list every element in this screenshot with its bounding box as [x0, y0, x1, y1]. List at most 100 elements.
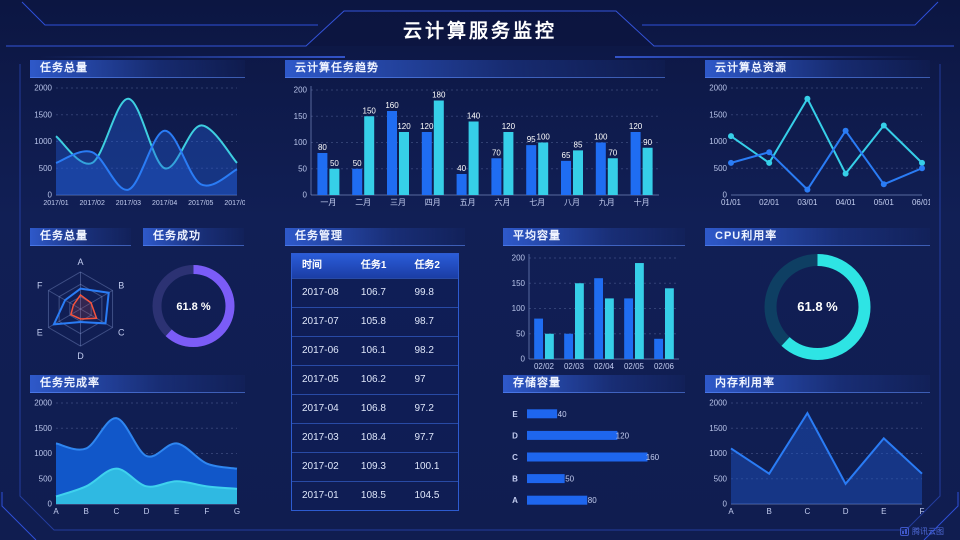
svg-text:05/01: 05/01 — [874, 198, 895, 207]
page-title: 云计算服务监控 — [402, 21, 557, 42]
memory-usage-chart: 0 500 1000 1500 2000 A B C D E F — [709, 399, 924, 517]
table-cell: 98.7 — [414, 316, 434, 327]
svg-text:80: 80 — [318, 143, 327, 152]
table-cell: 97.7 — [414, 432, 434, 443]
svg-text:95: 95 — [527, 135, 536, 144]
table-cell: 2017-01 — [302, 490, 339, 501]
svg-text:1500: 1500 — [34, 110, 52, 119]
svg-text:五月: 五月 — [460, 198, 476, 207]
svg-text:2000: 2000 — [34, 399, 52, 408]
table-row: 2017-06 106.1 98.2 — [292, 336, 458, 365]
svg-text:61.8 %: 61.8 % — [176, 301, 210, 313]
table-header-row: 时间 任务1 任务2 — [292, 254, 458, 278]
table-cell: 2017-04 — [302, 403, 339, 414]
task-total-area-chart: 0 500 1000 1500 2000 2017/01 2017/02 2017/03 201… — [34, 84, 245, 208]
panel-task-management: 任务管理 时间 任务1 任务2 2017-08 106.7 99.8 2017-07 105.… — [285, 228, 465, 511]
svg-text:2000: 2000 — [34, 84, 52, 93]
panel-task-total-radar: 任务总量 A B C D E F — [30, 228, 131, 368]
svg-text:八月: 八月 — [564, 198, 580, 207]
svg-text:150: 150 — [363, 106, 377, 115]
table-cell: 2017-05 — [302, 374, 339, 385]
svg-text:E: E — [512, 410, 518, 419]
svg-text:100: 100 — [594, 133, 608, 142]
svg-text:120: 120 — [420, 122, 434, 131]
svg-text:A: A — [53, 507, 59, 516]
task-completion-chart: 0 500 1000 1500 2000 A B C D E F G — [34, 399, 240, 517]
svg-text:D: D — [144, 507, 150, 516]
table-row: 2017-08 106.7 99.8 — [292, 278, 458, 307]
svg-text:三月: 三月 — [390, 198, 406, 207]
panel-title-cpu-usage: CPU利用率 — [705, 228, 930, 246]
table-cell: 105.8 — [360, 316, 386, 327]
task-success-donut: 61.8 % — [152, 265, 235, 347]
svg-text:80: 80 — [588, 496, 597, 505]
svg-text:四月: 四月 — [425, 198, 441, 207]
svg-text:180: 180 — [432, 91, 446, 100]
panel-title-task-completion: 任务完成率 — [30, 375, 245, 393]
panel-title-memory-usage: 内存利用率 — [705, 375, 930, 393]
total-resources-chart: 0 500 1000 1500 2000 01/01 02/01 03/01 04/01 05/0… — [709, 84, 930, 208]
svg-text:2017/02: 2017/02 — [80, 200, 105, 207]
table-cell: 106.7 — [360, 287, 386, 298]
svg-text:0: 0 — [723, 500, 728, 509]
table-header-cell: 任务2 — [414, 260, 440, 271]
svg-text:2017/04: 2017/04 — [152, 200, 177, 207]
svg-text:1500: 1500 — [34, 424, 52, 433]
panel-memory-usage: 内存利用率 0 500 1000 1500 2000 A B C D E F — [705, 375, 930, 517]
task-trend-chart: 0501001502008050一月50150二月160120三月120180四… — [294, 86, 659, 207]
svg-text:61.8 %: 61.8 % — [797, 299, 838, 314]
svg-text:65: 65 — [562, 151, 571, 160]
svg-text:D: D — [843, 507, 849, 516]
table-cell: 2017-06 — [302, 345, 339, 356]
svg-text:02/02: 02/02 — [534, 362, 555, 371]
svg-text:50: 50 — [565, 475, 574, 484]
table-cell: 2017-07 — [302, 316, 339, 327]
brand-label: 腾讯云图 — [912, 527, 944, 536]
table-cell: 97 — [414, 374, 426, 385]
table-header-cell: 时间 — [302, 260, 322, 271]
panel-title-total-resources: 云计算总资源 — [705, 60, 930, 78]
svg-text:85: 85 — [574, 140, 583, 149]
table-row: 2017-05 106.2 97 — [292, 365, 458, 394]
table-row: 2017-04 106.8 97.2 — [292, 394, 458, 423]
svg-text:1000: 1000 — [34, 449, 52, 458]
table-cell: 109.3 — [360, 461, 386, 472]
svg-text:70: 70 — [492, 148, 501, 157]
svg-text:02/01: 02/01 — [759, 198, 780, 207]
storage-capacity-chart: E 40 D 120 C 160 B 50 A 80 — [512, 409, 660, 505]
svg-text:120: 120 — [502, 122, 516, 131]
svg-text:2000: 2000 — [709, 84, 727, 93]
panel-task-success: 任务成功 61.8 % — [143, 228, 244, 368]
svg-text:500: 500 — [714, 164, 728, 173]
table-row: 2017-02 109.3 100.1 — [292, 452, 458, 481]
svg-text:一月: 一月 — [320, 198, 336, 207]
svg-text:500: 500 — [39, 474, 53, 483]
panel-title-task-total-radar: 任务总量 — [30, 228, 131, 246]
table-cell: 106.2 — [360, 374, 386, 385]
table-header-cell: 任务1 — [360, 260, 387, 271]
svg-text:1000: 1000 — [34, 137, 52, 146]
svg-text:50: 50 — [353, 159, 362, 168]
svg-text:B: B — [118, 281, 124, 291]
svg-text:2000: 2000 — [709, 399, 727, 408]
svg-text:1000: 1000 — [709, 449, 727, 458]
table-cell: 108.5 — [360, 490, 386, 501]
panel-task-total-area: 任务总量 0 500 1000 1500 2000 2017/01 2017/02 2017/… — [30, 60, 245, 212]
brand-watermark: 腾讯云图 — [900, 526, 944, 537]
panel-title-avg-capacity: 平均容量 — [503, 228, 685, 246]
svg-text:G: G — [234, 507, 240, 516]
svg-text:六月: 六月 — [494, 197, 510, 207]
brand-logo-icon — [900, 527, 909, 536]
svg-text:06/01: 06/01 — [912, 198, 930, 207]
table-cell: 104.5 — [414, 490, 440, 501]
panel-storage-capacity: 存储容量 E 40 D 120 C 160 B 50 A 80 — [503, 375, 685, 517]
svg-text:0: 0 — [48, 500, 53, 509]
svg-text:1500: 1500 — [709, 424, 727, 433]
svg-text:九月: 九月 — [599, 198, 615, 207]
panel-task-completion: 任务完成率 0 500 1000 1500 2000 A B C D E F G — [30, 375, 245, 517]
table-cell: 98.2 — [414, 345, 434, 356]
panel-total-resources: 云计算总资源 0 500 1000 1500 2000 01/01 02/01 03/01 04… — [705, 60, 930, 212]
task-total-radar-chart: A B C D E F — [37, 257, 125, 361]
svg-text:A: A — [512, 496, 518, 505]
